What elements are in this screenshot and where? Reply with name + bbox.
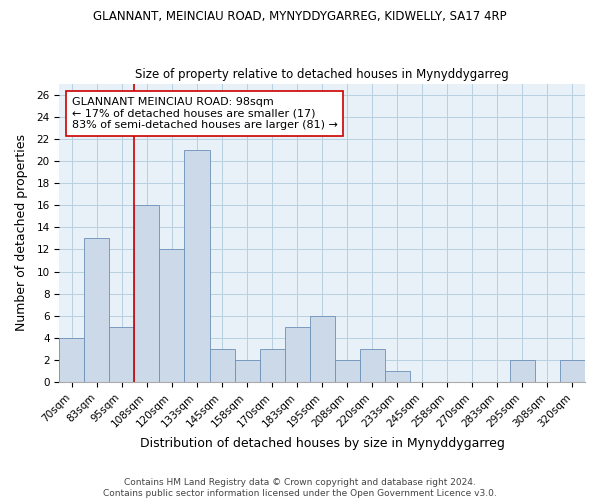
Bar (360, 349, 385, 382)
X-axis label: Distribution of detached houses by size in Mynyddygarreg: Distribution of detached houses by size … (140, 437, 505, 450)
Bar (284, 327, 310, 382)
Y-axis label: Number of detached properties: Number of detached properties (15, 134, 28, 332)
Text: GLANNANT, MEINCIAU ROAD, MYNYDDYGARREG, KIDWELLY, SA17 4RP: GLANNANT, MEINCIAU ROAD, MYNYDDYGARREG, … (93, 10, 507, 23)
Bar (184, 150, 209, 382)
Bar (385, 371, 410, 382)
Bar (134, 205, 160, 382)
Text: Contains HM Land Registry data © Crown copyright and database right 2024.
Contai: Contains HM Land Registry data © Crown c… (103, 478, 497, 498)
Text: GLANNANT MEINCIAU ROAD: 98sqm
← 17% of detached houses are smaller (17)
83% of s: GLANNANT MEINCIAU ROAD: 98sqm ← 17% of d… (72, 97, 338, 130)
Bar (59, 338, 85, 382)
Bar (160, 250, 184, 382)
Bar (85, 238, 109, 382)
Bar (510, 360, 535, 382)
Bar (209, 349, 235, 382)
Bar (109, 327, 134, 382)
Bar (310, 316, 335, 382)
Bar (260, 349, 284, 382)
Bar (235, 360, 260, 382)
Bar (335, 360, 360, 382)
Title: Size of property relative to detached houses in Mynyddygarreg: Size of property relative to detached ho… (135, 68, 509, 81)
Bar (560, 360, 585, 382)
